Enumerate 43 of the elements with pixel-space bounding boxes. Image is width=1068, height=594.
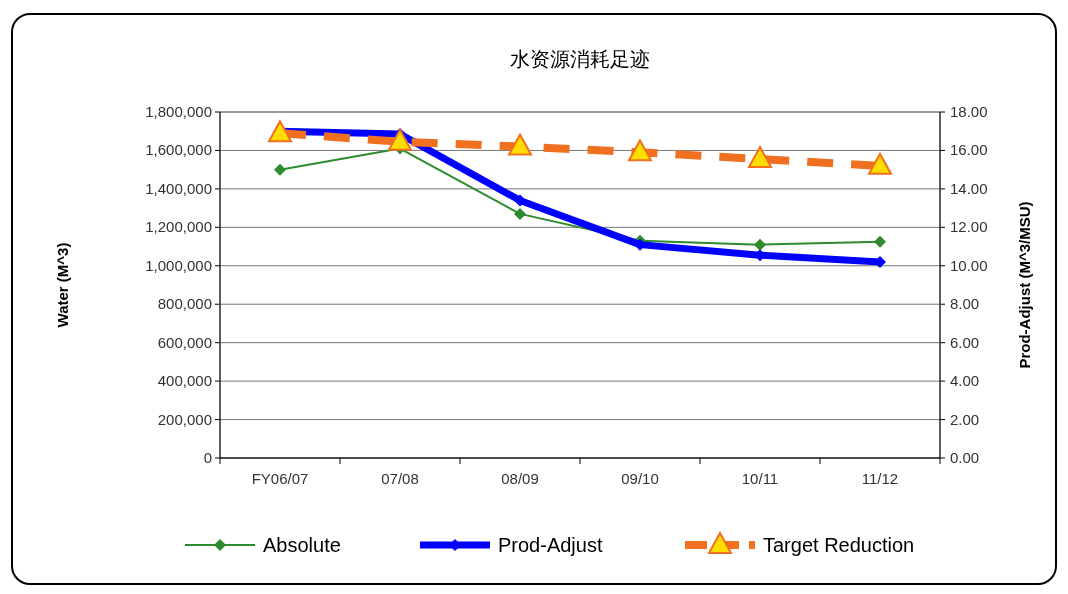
x-tick-label: FY06/07 <box>251 470 309 487</box>
y-axis-title: Water (M^3) <box>54 242 71 328</box>
point <box>754 238 766 251</box>
x-tick-label: 07/08 <box>381 470 419 487</box>
y-tick-label: 200,000 <box>157 410 212 428</box>
point <box>268 120 292 143</box>
y2-tick-label: 10.00 <box>950 256 988 274</box>
legend-label: Prod-Adjust <box>498 534 603 556</box>
legend-label: Target Reduction <box>763 534 915 556</box>
point <box>508 133 532 156</box>
point <box>874 235 886 248</box>
y-tick-label: 0 <box>203 449 212 466</box>
y2-tick-label: 6.00 <box>950 333 980 351</box>
y2-tick-label: 12.00 <box>950 218 988 236</box>
x-tick-label: 11/12 <box>861 470 899 487</box>
point <box>388 128 412 151</box>
y2-tick-label: 4.00 <box>950 372 980 390</box>
y2-tick-label: 16.00 <box>950 141 988 159</box>
y-tick-label: 1,200,000 <box>145 218 212 236</box>
point <box>628 139 652 162</box>
point <box>868 152 892 175</box>
point <box>514 207 526 220</box>
y2-tick-label: 2.00 <box>950 410 980 428</box>
x-tick-label: 09/10 <box>621 470 659 487</box>
point <box>748 146 772 169</box>
y2-tick-label: 14.00 <box>950 179 988 197</box>
y2-axis-title: Prod-Adjust (M^3/MSU) <box>1016 201 1033 369</box>
chart-title: 水资源消耗足迹 <box>510 48 650 70</box>
y2-tick-label: 8.00 <box>950 295 980 313</box>
x-tick-label: 08/09 <box>501 470 539 487</box>
y-tick-label: 1,000,000 <box>145 256 212 274</box>
x-tick-label: 10/11 <box>741 470 779 487</box>
y-tick-label: 1,600,000 <box>145 141 212 159</box>
y-tick-label: 800,000 <box>157 295 212 313</box>
y-tick-label: 600,000 <box>157 333 212 351</box>
y-tick-label: 1,800,000 <box>145 103 212 120</box>
legend-label: Absolute <box>263 534 341 556</box>
point <box>514 194 526 207</box>
y-tick-label: 1,400,000 <box>145 179 212 197</box>
point <box>274 163 286 176</box>
y2-tick-label: 0.00 <box>950 449 980 466</box>
y-tick-label: 400,000 <box>157 372 212 390</box>
y2-tick-label: 18.00 <box>950 103 988 120</box>
